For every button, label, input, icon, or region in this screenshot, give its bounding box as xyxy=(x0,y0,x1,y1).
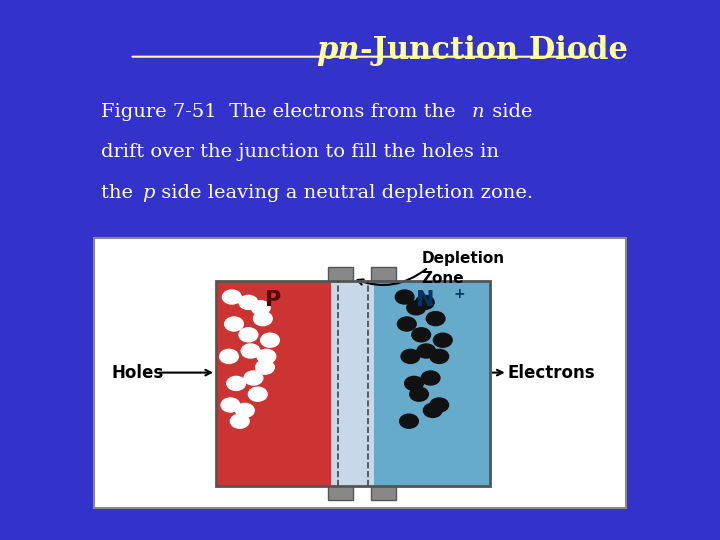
FancyBboxPatch shape xyxy=(216,281,331,486)
Circle shape xyxy=(423,403,442,417)
Text: the: the xyxy=(101,184,139,201)
Text: Holes: Holes xyxy=(112,363,164,382)
Circle shape xyxy=(426,312,445,326)
Circle shape xyxy=(400,414,418,428)
Text: n: n xyxy=(472,103,484,120)
Text: N: N xyxy=(415,289,434,310)
Circle shape xyxy=(430,349,449,363)
FancyBboxPatch shape xyxy=(371,486,396,500)
Circle shape xyxy=(251,301,270,315)
Circle shape xyxy=(410,387,428,401)
Circle shape xyxy=(417,344,436,358)
Circle shape xyxy=(421,371,440,385)
Circle shape xyxy=(244,371,263,385)
Text: Depletion
Zone: Depletion Zone xyxy=(421,251,504,286)
Circle shape xyxy=(397,317,416,331)
Circle shape xyxy=(241,344,260,358)
Circle shape xyxy=(230,414,249,428)
Text: Figure 7-51  The electrons from the: Figure 7-51 The electrons from the xyxy=(101,103,462,120)
Text: pn: pn xyxy=(317,35,360,66)
FancyBboxPatch shape xyxy=(331,281,374,486)
FancyBboxPatch shape xyxy=(328,486,353,500)
Text: side: side xyxy=(486,103,533,120)
FancyBboxPatch shape xyxy=(328,267,353,281)
Text: side leaving a neutral depletion zone.: side leaving a neutral depletion zone. xyxy=(155,184,533,201)
Circle shape xyxy=(257,349,276,363)
Text: drift over the junction to fill the holes in: drift over the junction to fill the hole… xyxy=(101,143,499,161)
Text: -Junction Diode: -Junction Diode xyxy=(360,35,628,66)
Circle shape xyxy=(433,333,452,347)
Text: +: + xyxy=(454,287,465,301)
Circle shape xyxy=(227,376,246,390)
Circle shape xyxy=(253,312,272,326)
Circle shape xyxy=(430,398,449,412)
Text: P: P xyxy=(266,289,282,310)
Text: p: p xyxy=(142,184,154,201)
FancyBboxPatch shape xyxy=(371,267,396,281)
Circle shape xyxy=(256,360,274,374)
Circle shape xyxy=(239,295,258,309)
Circle shape xyxy=(222,290,241,304)
Text: Electrons: Electrons xyxy=(508,363,595,382)
Circle shape xyxy=(221,398,240,412)
FancyBboxPatch shape xyxy=(374,281,490,486)
FancyBboxPatch shape xyxy=(94,238,626,508)
Circle shape xyxy=(415,295,434,309)
Circle shape xyxy=(239,328,258,342)
Circle shape xyxy=(412,328,431,342)
Circle shape xyxy=(395,290,414,304)
Circle shape xyxy=(401,349,420,363)
Circle shape xyxy=(261,333,279,347)
Circle shape xyxy=(235,403,254,417)
Circle shape xyxy=(405,376,423,390)
Circle shape xyxy=(225,317,243,331)
Circle shape xyxy=(248,387,267,401)
Circle shape xyxy=(220,349,238,363)
Circle shape xyxy=(407,301,426,315)
